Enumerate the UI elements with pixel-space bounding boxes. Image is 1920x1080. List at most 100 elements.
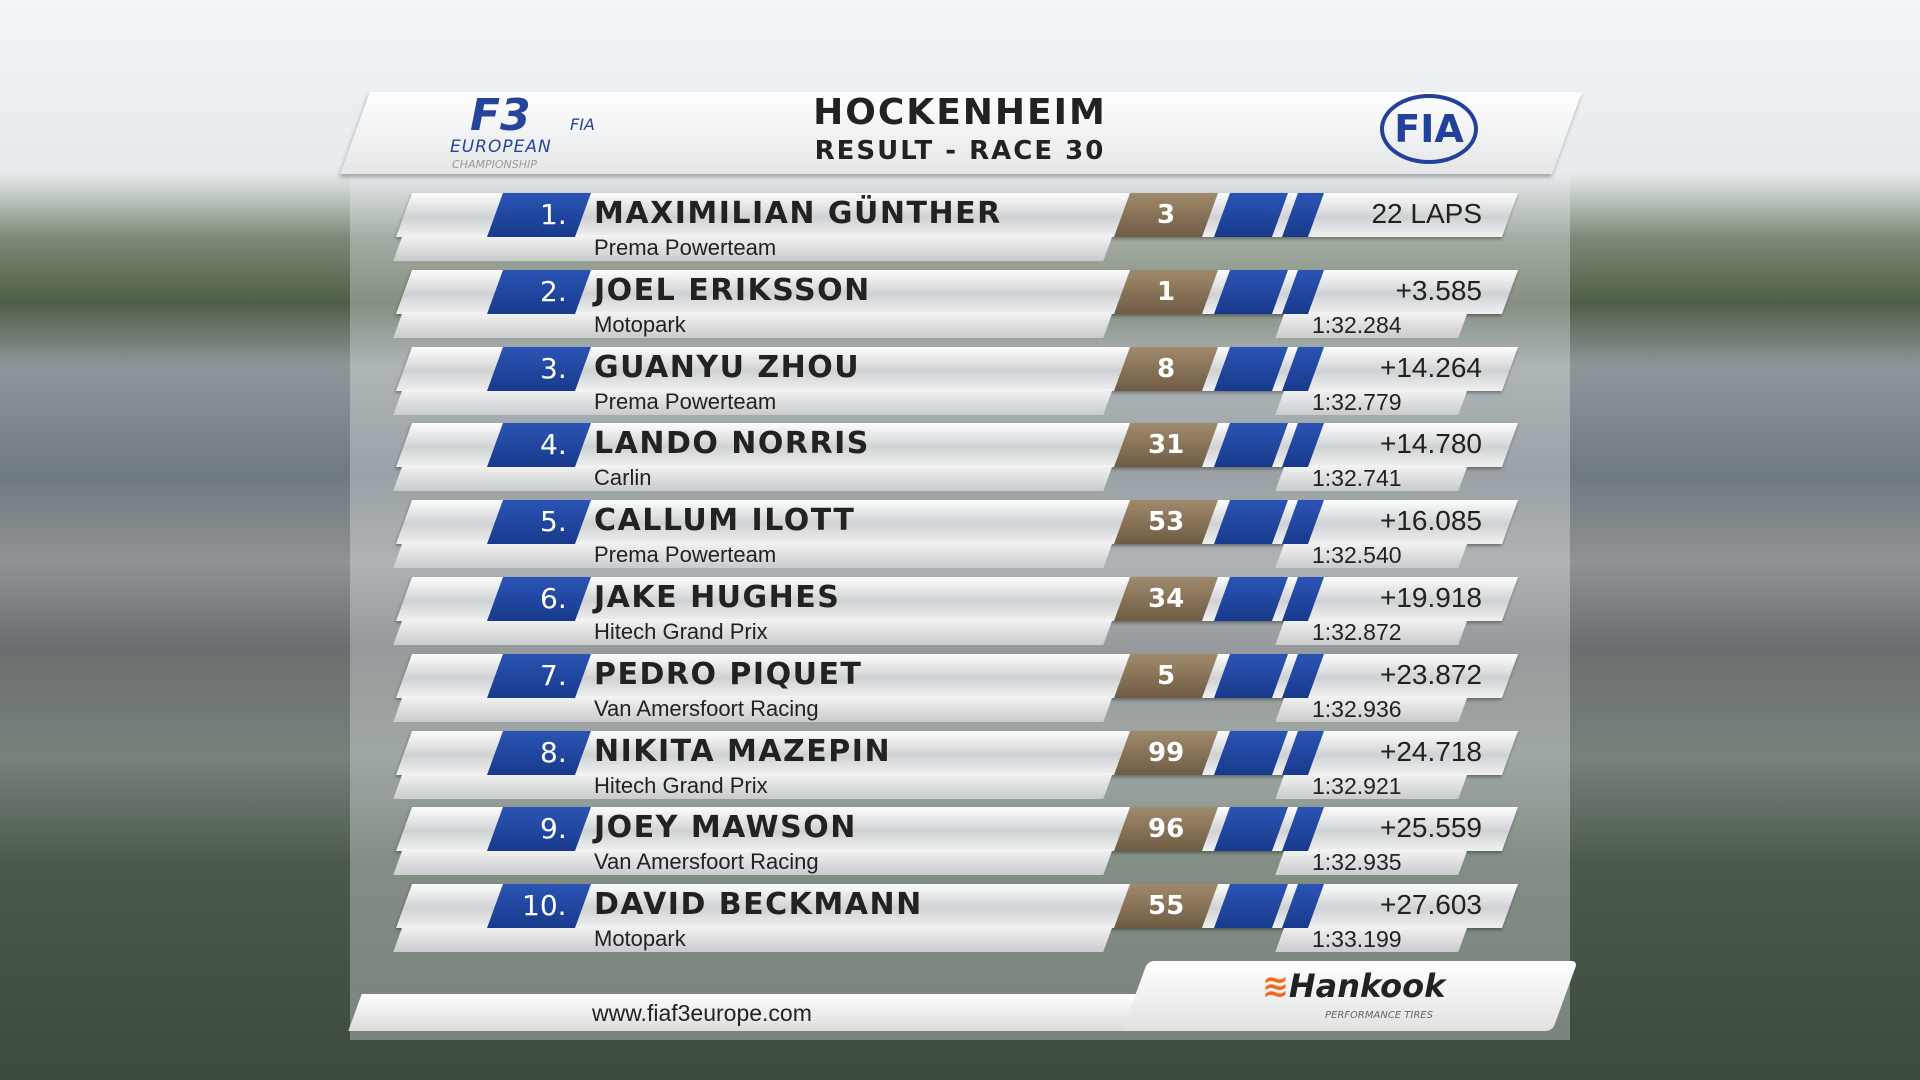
- position-badge: 6.: [486, 577, 592, 621]
- best-lap-time: 1:32.284: [1312, 311, 1402, 338]
- gap-time: +25.559: [1380, 812, 1482, 844]
- logo-f3: F3: [470, 90, 531, 141]
- result-row: 7. PEDRO PIQUET Van Amersfoort Racing 5 …: [0, 653, 1920, 726]
- team-name: Prema Powerteam: [594, 542, 777, 568]
- position: 3.: [540, 351, 567, 385]
- car-number-badge: 53: [1113, 500, 1219, 545]
- position-badge: 3.: [486, 346, 592, 391]
- car-number-badge: 8: [1113, 346, 1219, 391]
- position: 2.: [540, 274, 567, 308]
- hankook-logo: ≋Hankook: [1262, 968, 1445, 1004]
- website-url: www.fiaf3europe.com: [592, 1000, 812, 1026]
- position-badge: 10.: [486, 884, 592, 929]
- car-number-badge: 96: [1113, 807, 1219, 852]
- f3-european-championship-logo: F3 FIA EUROPEAN CHAMPIONSHIP: [450, 90, 620, 172]
- best-lap-time: 1:32.921: [1312, 772, 1402, 799]
- position: 7.: [540, 658, 567, 692]
- best-lap-time: 1:32.741: [1312, 465, 1402, 492]
- team-name: Carlin: [594, 465, 652, 491]
- page-subtitle: RESULT - RACE 30: [814, 136, 1106, 166]
- gap-time: +14.780: [1380, 428, 1482, 460]
- team-name: Motopark: [594, 311, 686, 337]
- best-lap-time: 1:32.540: [1312, 542, 1402, 569]
- car-number-badge: 1: [1113, 269, 1219, 314]
- result-row: 3. GUANYU ZHOU Prema Powerteam 8 +14.264…: [0, 346, 1920, 419]
- driver-name: JAKE HUGHES: [594, 580, 841, 615]
- driver-name: PEDRO PIQUET: [594, 656, 863, 692]
- team-bar: [393, 465, 1113, 492]
- position-badge: 2.: [486, 269, 592, 314]
- best-lap-time: 1:33.199: [1312, 926, 1402, 953]
- car-number: 5: [1156, 660, 1176, 691]
- logo-european: EUROPEAN: [450, 137, 552, 157]
- position-badge: 7.: [486, 653, 592, 698]
- gap-time: +14.264: [1380, 351, 1482, 383]
- team-name: Van Amersfoort Racing: [594, 695, 819, 721]
- position-badge: 9.: [486, 807, 592, 852]
- position-badge: 8.: [486, 730, 592, 775]
- position: 6.: [540, 582, 567, 615]
- gap-time: +23.872: [1380, 658, 1482, 690]
- car-number: 8: [1156, 353, 1176, 384]
- driver-name: GUANYU ZHOU: [594, 349, 861, 385]
- team-name: Hitech Grand Prix: [594, 619, 768, 644]
- car-number: 53: [1147, 507, 1185, 538]
- driver-name: JOEL ERIKSSON: [594, 272, 871, 308]
- team-name: Prema Powerteam: [594, 235, 777, 260]
- driver-name: CALLUM ILOTT: [594, 503, 856, 539]
- car-number: 3: [1156, 200, 1176, 230]
- best-lap-time: 1:32.936: [1312, 695, 1402, 722]
- position: 1.: [540, 198, 567, 231]
- car-number: 99: [1147, 737, 1185, 768]
- team-name: Hitech Grand Prix: [594, 772, 768, 798]
- driver-name: NIKITA MAZEPIN: [594, 733, 892, 769]
- position: 4.: [540, 428, 567, 462]
- position: 8.: [540, 735, 567, 769]
- car-number-badge: 55: [1113, 884, 1219, 929]
- gap-time: +27.603: [1380, 889, 1482, 921]
- result-row: 8. NIKITA MAZEPIN Hitech Grand Prix 99 +…: [0, 730, 1920, 803]
- fia-logo: FIA: [1380, 94, 1478, 164]
- car-number: 55: [1147, 891, 1185, 922]
- logo-fia: FIA: [570, 115, 595, 134]
- page-title: HOCKENHEIM: [813, 92, 1107, 133]
- team-name: Van Amersfoort Racing: [594, 849, 819, 875]
- best-lap-time: 1:32.872: [1312, 619, 1402, 645]
- result-row: 4. LANDO NORRIS Carlin 31 +14.780 1:32.7…: [0, 423, 1920, 495]
- position: 9.: [540, 812, 567, 846]
- car-number-badge: 31: [1113, 423, 1219, 468]
- hankook-flame-icon: ≋: [1262, 967, 1289, 1005]
- result-row: 2. JOEL ERIKSSON Motopark 1 +3.585 1:32.…: [0, 269, 1920, 342]
- best-lap-time: 1:32.935: [1312, 849, 1402, 876]
- car-number-badge: 99: [1113, 730, 1219, 775]
- position-badge: 1.: [486, 193, 592, 237]
- result-row: 9. JOEY MAWSON Van Amersfoort Racing 96 …: [0, 807, 1920, 879]
- position: 10.: [522, 889, 567, 923]
- position-badge: 4.: [486, 423, 592, 468]
- best-lap-time: 1:32.779: [1312, 388, 1402, 415]
- gap-time: +16.085: [1380, 505, 1482, 537]
- position-badge: 5.: [486, 500, 592, 545]
- logo-championship: CHAMPIONSHIP: [452, 158, 537, 171]
- car-number: 31: [1147, 430, 1185, 461]
- driver-name: LANDO NORRIS: [594, 426, 870, 462]
- team-bar: [393, 926, 1113, 953]
- car-number-badge: 34: [1113, 577, 1219, 621]
- car-number: 34: [1147, 584, 1185, 614]
- position: 5.: [540, 505, 567, 539]
- driver-name: DAVID BECKMANN: [594, 887, 923, 923]
- result-row: 6. JAKE HUGHES Hitech Grand Prix 34 +19.…: [0, 577, 1920, 649]
- gap-time: +24.718: [1380, 735, 1482, 767]
- result-row: 5. CALLUM ILOTT Prema Powerteam 53 +16.0…: [0, 500, 1920, 572]
- gap-time: +3.585: [1395, 274, 1482, 306]
- gap-time: 22 LAPS: [1371, 198, 1482, 229]
- driver-name: MAXIMILIAN GÜNTHER: [594, 196, 1002, 231]
- gap-time: +19.918: [1380, 582, 1482, 613]
- driver-name: JOEY MAWSON: [594, 810, 857, 846]
- car-number-badge: 5: [1113, 653, 1219, 698]
- team-bar: [393, 311, 1113, 338]
- team-name: Motopark: [594, 926, 686, 952]
- result-row: 10. DAVID BECKMANN Motopark 55 +27.603 1…: [0, 884, 1920, 956]
- car-number-badge: 3: [1113, 193, 1219, 237]
- car-number: 1: [1156, 276, 1176, 307]
